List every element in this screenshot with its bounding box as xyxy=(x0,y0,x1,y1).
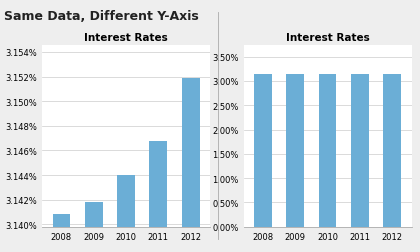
Bar xyxy=(117,175,135,227)
Bar xyxy=(150,141,167,227)
Bar xyxy=(286,75,304,227)
Bar xyxy=(254,75,272,227)
Text: Same Data, Different Y-Axis: Same Data, Different Y-Axis xyxy=(4,10,199,23)
Bar xyxy=(52,214,70,227)
Bar xyxy=(182,78,199,227)
Bar xyxy=(351,75,369,227)
Title: Interest Rates: Interest Rates xyxy=(286,33,370,43)
Bar xyxy=(85,202,102,227)
Bar xyxy=(319,75,336,227)
Bar xyxy=(383,74,401,227)
Title: Interest Rates: Interest Rates xyxy=(84,33,168,43)
